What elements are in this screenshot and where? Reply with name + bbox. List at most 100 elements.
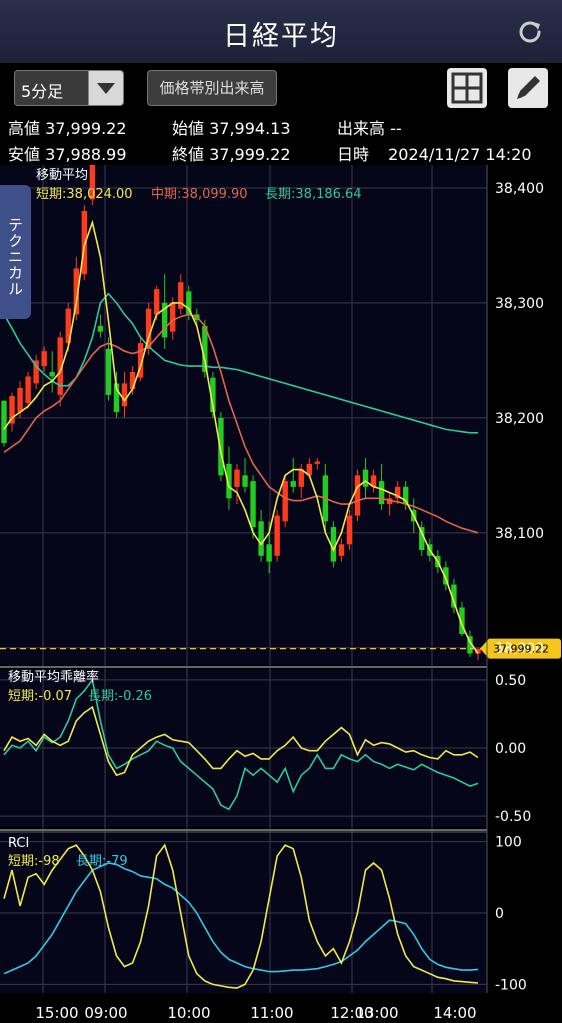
legend-name: 短期 [36, 187, 62, 202]
candle-body [394, 486, 401, 499]
chart-area[interactable]: 38,400 38,300 38,200 38,100 38,000 0.50 0.00 -0… [0, 165, 562, 1023]
technical-tab-label: テクニカル [6, 217, 24, 297]
candle-body [170, 302, 176, 332]
refresh-icon[interactable] [516, 18, 544, 46]
candle-body [178, 282, 184, 309]
volume-value: -- [390, 119, 402, 138]
candle-body [298, 469, 304, 487]
volume-profile-button[interactable]: 価格帯別出来高 [147, 70, 277, 106]
legend-sep: : [114, 689, 118, 704]
volume-info: 出来高 -- [337, 115, 402, 139]
candle-body [33, 360, 39, 384]
candle-body [306, 463, 312, 476]
candle-body [41, 351, 47, 367]
y-tick-label: 38,400 [495, 181, 544, 197]
candle-body [121, 383, 128, 407]
current-price-tag [480, 638, 561, 659]
y-tick-label: 38,300 [495, 296, 544, 312]
long-deviation-line [3, 677, 479, 811]
open-value: 37,994.13 [209, 119, 291, 138]
low-label: 安値 [8, 145, 41, 164]
candle-body [73, 268, 80, 315]
candle-body [290, 481, 296, 487]
y-tick-label: 0 [495, 906, 504, 922]
candle-body [210, 377, 216, 413]
legend-name: 長期 [76, 854, 102, 869]
low-info: 安値 37,988.99 [8, 141, 127, 165]
candle-body [218, 417, 224, 476]
candle-body [346, 515, 353, 545]
y-tick-label: 38,100 [495, 526, 544, 542]
candle-body [226, 463, 232, 499]
close-value: 37,999.22 [209, 145, 291, 164]
pencil-icon [517, 76, 540, 99]
legend-value: -0.26 [118, 689, 152, 704]
legend-name: 長期 [88, 689, 114, 704]
candle-body [282, 481, 288, 522]
legend-entry: 短期:-0.07 [8, 689, 72, 704]
candle-body [451, 584, 457, 608]
x-tick-label: 11:00 [250, 1004, 293, 1022]
low-value: 37,988.99 [45, 145, 127, 164]
legend-value: -98 [38, 854, 59, 869]
candle-body [25, 376, 31, 403]
y-tick-label: 38,200 [495, 411, 544, 427]
candle-body [57, 337, 63, 395]
candle-body [81, 210, 88, 275]
legend-name: 短期 [8, 854, 34, 869]
legend-sep: : [102, 854, 106, 869]
legend-name: 中期 [151, 187, 177, 202]
candle-body [402, 486, 409, 505]
x-tick-label: 10:00 [167, 1004, 210, 1022]
candle-body [113, 383, 120, 413]
candle-body [137, 343, 144, 378]
candle-body [266, 544, 272, 562]
candle-body [354, 475, 361, 516]
candle-body [1, 400, 7, 444]
open-label: 始値 [172, 119, 205, 138]
candle-body [49, 371, 55, 377]
time-label: 日時 [337, 145, 370, 164]
candle-body [186, 291, 192, 315]
legend-value: 38,186.64 [295, 187, 361, 202]
candle-body [250, 481, 256, 528]
candle-body [161, 302, 168, 338]
x-tick-label: 15:00 [35, 1004, 78, 1022]
y-tick-label: -0.50 [495, 809, 531, 825]
y-tick-label: 0.00 [495, 741, 526, 757]
legend-sep: : [34, 854, 38, 869]
legend-name: 長期 [265, 187, 291, 202]
candle-body [443, 567, 449, 585]
long-ma-line [3, 292, 478, 434]
candle-body [9, 396, 15, 424]
legend-entry: 長期:38,186.64 [265, 187, 362, 202]
candle-body [362, 469, 369, 487]
candle-body [378, 481, 385, 505]
draw-button[interactable] [508, 68, 548, 108]
candle-body [234, 469, 240, 487]
interval-dropdown[interactable]: 5分足 [14, 70, 124, 106]
legend-entry: 長期:-79 [76, 854, 128, 869]
candle-body [153, 289, 160, 315]
open-info: 始値 37,994.13 [172, 115, 291, 139]
high-label: 高値 [8, 119, 41, 138]
page-title: 日経平均 [223, 21, 339, 52]
x-tick-label: 12:00 [330, 1004, 373, 1022]
legend-entry: 短期:-98 [8, 854, 60, 869]
y-tick-label: 100 [495, 835, 522, 851]
y-tick-label: -100 [495, 977, 527, 993]
volume-label: 出来高 [337, 119, 386, 138]
rci-short-line [3, 843, 479, 989]
candle-body [370, 475, 377, 487]
candle-body [475, 648, 481, 654]
legend-sep: : [291, 187, 295, 202]
technical-tab[interactable]: テクニカル [0, 185, 31, 319]
candle-body [274, 515, 280, 556]
high-info: 高値 37,999.22 [8, 115, 127, 139]
legend-sep: : [177, 187, 181, 202]
layout-button[interactable] [447, 68, 487, 108]
short-ma-line [3, 219, 479, 654]
candle-body [17, 387, 23, 413]
candle-body [97, 325, 104, 332]
close-info: 終値 37,999.22 [172, 141, 291, 165]
